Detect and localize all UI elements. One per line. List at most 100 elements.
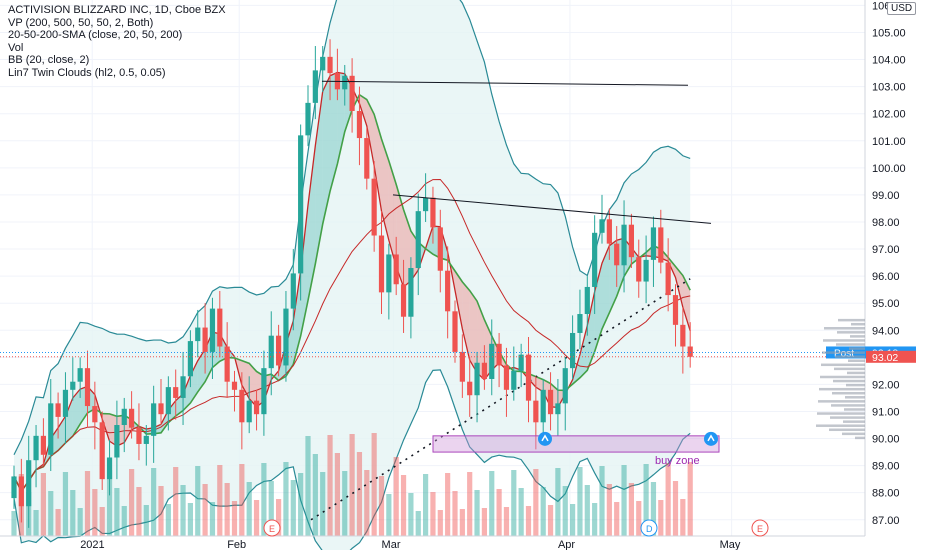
candle-body bbox=[239, 389, 245, 423]
volume-bar bbox=[276, 499, 282, 536]
volume-bar bbox=[151, 468, 157, 536]
candle-body bbox=[92, 406, 98, 423]
volume-profile-bar bbox=[843, 420, 865, 423]
twin-cloud-segment bbox=[579, 325, 588, 378]
candle-body bbox=[665, 262, 671, 296]
volume-profile-bar bbox=[855, 436, 865, 440]
volume-bar bbox=[658, 500, 664, 536]
volume-bar bbox=[217, 465, 223, 536]
twin-cloud-segment bbox=[183, 375, 191, 411]
twin-cloud-segment bbox=[161, 410, 169, 433]
volume-profile-bar bbox=[849, 347, 865, 350]
candle-body bbox=[570, 332, 576, 369]
volume-bar bbox=[62, 472, 69, 536]
candle-body bbox=[195, 327, 201, 342]
volume-bar bbox=[239, 464, 245, 536]
candle-body bbox=[55, 403, 61, 417]
volume-bar bbox=[129, 469, 135, 536]
volume-bar bbox=[378, 476, 385, 536]
volume-bar bbox=[481, 508, 487, 536]
sma-20-line bbox=[13, 178, 691, 493]
volume-bar bbox=[327, 435, 333, 536]
volume-bar bbox=[173, 467, 179, 536]
price-tick-label: 99.00 bbox=[872, 190, 900, 202]
time-tick-label: 2021 bbox=[80, 539, 104, 550]
volume-profile-bar bbox=[820, 375, 865, 379]
candle-body bbox=[165, 387, 171, 415]
volume-bar bbox=[650, 482, 657, 536]
price-tick-label: 100.00 bbox=[872, 163, 906, 175]
candle-body bbox=[18, 476, 24, 507]
volume-bar bbox=[11, 511, 17, 536]
volume-bar bbox=[231, 501, 238, 536]
candle-body bbox=[430, 197, 436, 228]
volume-bar bbox=[584, 485, 590, 536]
candle-body bbox=[84, 368, 91, 407]
time-tick-label: Feb bbox=[227, 539, 246, 550]
legend-sma: 20-50-200-SMA (close, 20, 50, 200) bbox=[8, 29, 183, 41]
arrow-up-glyph bbox=[541, 434, 549, 442]
volume-bar bbox=[70, 490, 76, 536]
volume-profile-bar bbox=[821, 363, 865, 367]
price-tick-label: 87.00 bbox=[872, 515, 900, 527]
candle-body bbox=[437, 227, 443, 271]
resistance-line-2 bbox=[392, 194, 712, 224]
volume-profile-bar bbox=[822, 351, 865, 354]
legend-vp: VP (200, 500, 50, 50, 2, Both) bbox=[8, 16, 154, 29]
price-tick-label: 96.00 bbox=[872, 271, 900, 283]
bollinger-lower bbox=[13, 369, 691, 550]
twin-cloud-segment bbox=[403, 209, 411, 287]
volume-profile-bar bbox=[847, 371, 865, 375]
twin-cloud-segment bbox=[190, 360, 198, 404]
volume-bar bbox=[364, 470, 370, 536]
event-marker bbox=[640, 519, 658, 537]
candle-body bbox=[129, 408, 135, 428]
twin-cloud-segment bbox=[300, 205, 308, 336]
volume-bar bbox=[518, 488, 524, 536]
candle-body bbox=[408, 268, 414, 317]
volume-bar bbox=[540, 487, 546, 536]
arrow-up-glyph bbox=[707, 434, 715, 442]
price-tick-label: 94.00 bbox=[872, 325, 900, 337]
candle-body bbox=[474, 362, 480, 396]
volume-bar bbox=[136, 487, 142, 536]
candle-body bbox=[320, 56, 326, 71]
volume-bar bbox=[555, 468, 561, 536]
volume-bar bbox=[459, 509, 465, 536]
twin-cloud-segment bbox=[381, 138, 389, 241]
volume-profile-bar bbox=[829, 428, 865, 432]
chart-legend: ACTIVISION BLIZZARD INC, 1D, Cboe BZX VP… bbox=[8, 4, 226, 79]
candle-body bbox=[555, 403, 561, 415]
candle-body bbox=[70, 381, 76, 390]
twin-cloud-segment bbox=[587, 291, 595, 371]
volume-bar bbox=[628, 483, 634, 536]
candle-body bbox=[261, 368, 267, 415]
volume-bar bbox=[614, 502, 620, 536]
candle-body bbox=[562, 368, 568, 404]
volume-bar bbox=[445, 473, 451, 536]
twin-cloud-segment bbox=[241, 360, 250, 399]
volume-bar bbox=[305, 436, 311, 536]
currency-label[interactable]: USD bbox=[887, 2, 917, 15]
candle-body bbox=[305, 102, 311, 136]
candle-body bbox=[158, 403, 164, 415]
post-tag-label: Post bbox=[834, 348, 854, 359]
candle-body bbox=[452, 311, 458, 352]
twin-cloud-segment bbox=[455, 271, 463, 329]
candle-body bbox=[202, 327, 208, 352]
twin-cloud-segment bbox=[359, 94, 367, 126]
volume-bar bbox=[320, 472, 326, 536]
volume-profile-bar bbox=[848, 359, 865, 362]
twin-cloud-segment bbox=[65, 397, 73, 443]
time-tick-label: May bbox=[720, 539, 741, 550]
candle-body bbox=[621, 224, 627, 266]
candle-body bbox=[298, 135, 304, 274]
event-marker-label: E bbox=[269, 524, 275, 534]
volume-profile-bar bbox=[834, 367, 865, 371]
sma-200-dotted bbox=[310, 278, 691, 521]
volume-bar bbox=[48, 491, 54, 536]
volume-bar bbox=[599, 466, 605, 536]
volume-profile-bar bbox=[845, 396, 865, 399]
volume-bar bbox=[187, 503, 193, 536]
